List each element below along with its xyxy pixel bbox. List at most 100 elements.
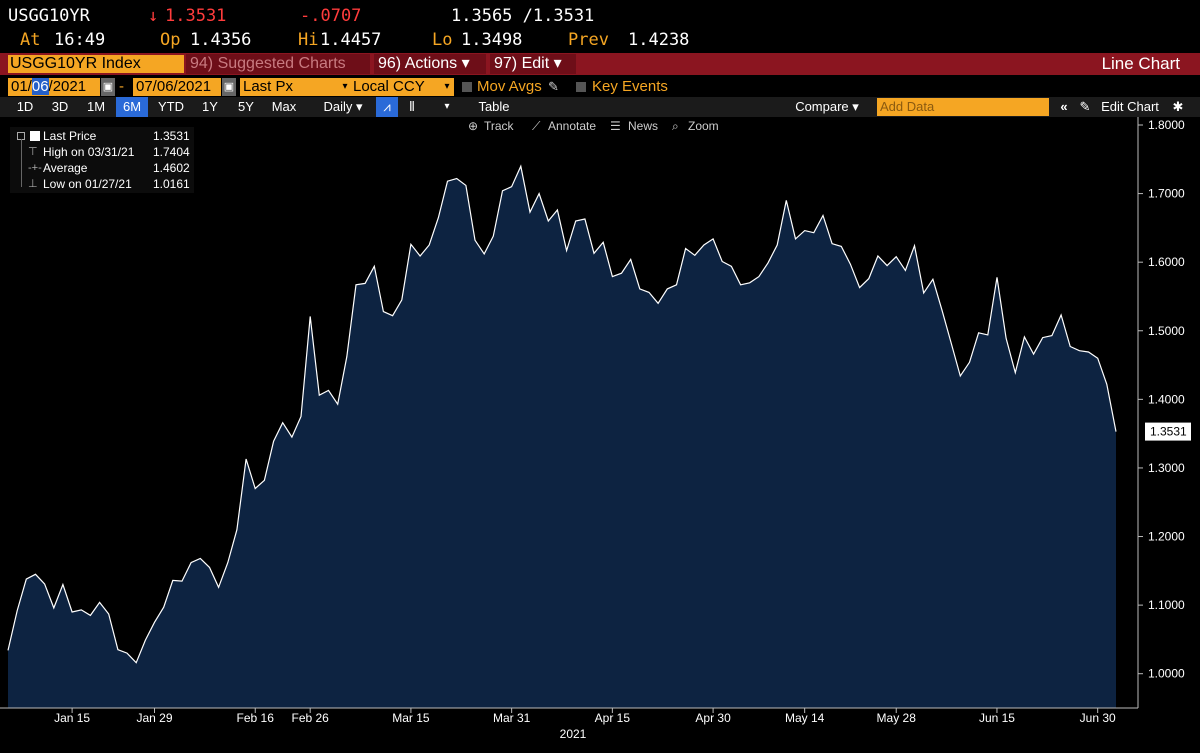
security-field[interactable]: USGG10YR Index xyxy=(8,55,184,73)
high-label: Hi xyxy=(298,30,319,50)
down-arrow-icon: ↓ xyxy=(148,6,159,26)
high-marker-icon: ⊤ xyxy=(28,146,38,158)
y-tick-label: 1.4000 xyxy=(1148,392,1185,406)
chevron-down-icon[interactable]: ▾ xyxy=(338,78,352,96)
open-label: Op xyxy=(160,30,181,50)
view-name: Line Chart xyxy=(1101,54,1180,73)
last-value-tag-box xyxy=(1145,422,1191,441)
y-tick-label: 1.6000 xyxy=(1148,255,1185,269)
legend-value: 1.3531 xyxy=(153,129,190,143)
legend-tree-line xyxy=(21,139,22,187)
end-date-field[interactable]: 07/06/2021 xyxy=(133,78,221,96)
y-tick-label: 1.5000 xyxy=(1148,324,1185,338)
key-events-checkbox[interactable] xyxy=(576,82,586,92)
annotate-button[interactable]: Annotate xyxy=(548,119,597,133)
y-tick-label: 1.8000 xyxy=(1148,118,1185,132)
time-label: At xyxy=(20,30,41,50)
last-value-tag: 1.3531 xyxy=(1150,425,1187,439)
chevron-down-icon[interactable]: ▾ xyxy=(444,101,450,112)
chevron-down-icon[interactable]: ▾ xyxy=(440,78,454,96)
field-selector[interactable]: Last Px xyxy=(240,78,338,96)
currency-selector[interactable]: Local CCY xyxy=(350,78,440,96)
compare-button[interactable]: Compare ▾ xyxy=(795,99,859,114)
frequency-dropdown[interactable]: Daily ▾ xyxy=(323,99,363,114)
title-bar: USGG10YR Index 94) Suggested Charts 96) … xyxy=(0,53,1200,75)
legend-value: 1.7404 xyxy=(153,145,190,159)
prev-value: 1.4238 xyxy=(628,30,690,50)
pencil-icon[interactable]: ✎ xyxy=(1079,99,1091,114)
annotate-icon[interactable]: ⟋ xyxy=(532,119,541,133)
chart-legend: Last Price 1.3531 ⊤ High on 03/31/21 1.7… xyxy=(10,127,194,193)
low-marker-icon: ⊥ xyxy=(28,178,38,190)
period-1m[interactable]: 1M xyxy=(86,99,106,114)
calendar-icon[interactable]: ▣ xyxy=(222,78,236,96)
time-value: 16:49 xyxy=(54,30,106,50)
track-button[interactable]: Track xyxy=(484,119,514,133)
actions-button[interactable]: 96) Actions ▾ xyxy=(374,54,486,74)
x-tick-label: Feb 26 xyxy=(292,711,330,725)
add-data-input[interactable]: Add Data xyxy=(877,98,1049,116)
period-1y[interactable]: 1Y xyxy=(202,99,218,114)
series-swatch xyxy=(30,131,40,141)
collapse-icon[interactable]: « xyxy=(1060,99,1068,114)
range-row: 01/06/2021 ▣ - 07/06/2021 ▣ Last Px ▾ Lo… xyxy=(0,77,1200,97)
period-1d[interactable]: 1D xyxy=(16,99,34,114)
low-value: 1.3498 xyxy=(461,30,523,50)
quote-header: USGG10YR ↓ 1.3531 -.0707 1.3565 /1.3531 … xyxy=(0,0,1200,52)
x-axis-year-label: 2021 xyxy=(560,727,587,741)
x-tick-label: Apr 15 xyxy=(595,711,631,725)
period-3d[interactable]: 3D xyxy=(51,99,69,114)
calendar-icon[interactable]: ▣ xyxy=(101,78,115,96)
period-ytd[interactable]: YTD xyxy=(158,99,184,114)
x-tick-label: Mar 15 xyxy=(392,711,430,725)
crosshair-icon[interactable]: ⊕ xyxy=(468,119,479,133)
price-line xyxy=(7,164,1117,664)
bid-ask: 1.3565 /1.3531 xyxy=(451,6,595,26)
chart-tools: ⊕ Track ⟋ Annotate ☰ News ⌕ Zoom xyxy=(462,117,732,135)
suggested-charts-button[interactable]: 94) Suggested Charts xyxy=(186,54,370,74)
legend-low: ⊥ Low on 01/27/21 1.0161 xyxy=(10,176,194,192)
legend-value: 1.4602 xyxy=(153,161,190,175)
start-date-prefix: 01/ xyxy=(11,78,32,95)
legend-last-price[interactable]: Last Price 1.3531 xyxy=(10,128,194,144)
ticker-symbol: USGG10YR xyxy=(8,6,90,26)
gear-icon[interactable]: ✱ xyxy=(1172,99,1184,114)
search-icon[interactable]: ⌕ xyxy=(672,119,679,133)
x-tick-label: May 28 xyxy=(877,711,917,725)
y-tick-label: 1.2000 xyxy=(1148,530,1185,544)
zoom-button[interactable]: Zoom xyxy=(688,119,719,133)
legend-label: High on 03/31/21 xyxy=(43,145,135,159)
net-change: -.0707 xyxy=(300,6,362,26)
period-5y[interactable]: 5Y xyxy=(238,99,254,114)
x-tick-label: May 14 xyxy=(785,711,825,725)
mov-avgs-checkbox[interactable] xyxy=(462,82,472,92)
price-chart[interactable]: 1.0000 1.1000 1.2000 1.3000 1.4000 1.5000 1.60… xyxy=(0,117,1200,753)
period-6m[interactable]: 6M xyxy=(116,97,148,117)
line-chart-icon[interactable]: ⩘ xyxy=(376,97,398,117)
legend-label: Low on 01/27/21 xyxy=(43,177,132,191)
news-button[interactable]: News xyxy=(628,119,659,133)
key-events-label[interactable]: Key Events xyxy=(592,78,668,95)
bar-chart-icon[interactable]: ⫴ xyxy=(409,99,415,114)
prev-label: Prev xyxy=(568,30,609,50)
news-icon[interactable]: ☰ xyxy=(610,119,621,133)
price-area xyxy=(8,166,1116,708)
edit-chart-button[interactable]: Edit Chart xyxy=(1101,99,1159,114)
start-date-field[interactable]: 01/06/2021 xyxy=(8,78,100,96)
period-max[interactable]: Max xyxy=(271,99,297,114)
y-tick-label: 1.3000 xyxy=(1148,461,1185,475)
x-tick-label: Jun 30 xyxy=(1080,711,1116,725)
start-date-suffix: /2021 xyxy=(48,78,87,95)
last-price: 1.3531 xyxy=(165,6,227,26)
table-button[interactable]: Table xyxy=(478,99,510,114)
legend-average: -+- Average 1.4602 xyxy=(10,160,194,176)
pencil-icon[interactable]: ✎ xyxy=(548,79,559,94)
x-tick-label: Feb 16 xyxy=(237,711,275,725)
date-separator: - xyxy=(119,78,124,95)
x-tick-label: Mar 31 xyxy=(493,711,531,725)
edit-button[interactable]: 97) Edit ▾ xyxy=(490,54,576,74)
y-tick-label: 1.1000 xyxy=(1148,598,1185,612)
mov-avgs-label[interactable]: Mov Avgs xyxy=(477,78,542,95)
start-date-selected: 06 xyxy=(31,78,49,95)
legend-label: Last Price xyxy=(43,129,97,143)
